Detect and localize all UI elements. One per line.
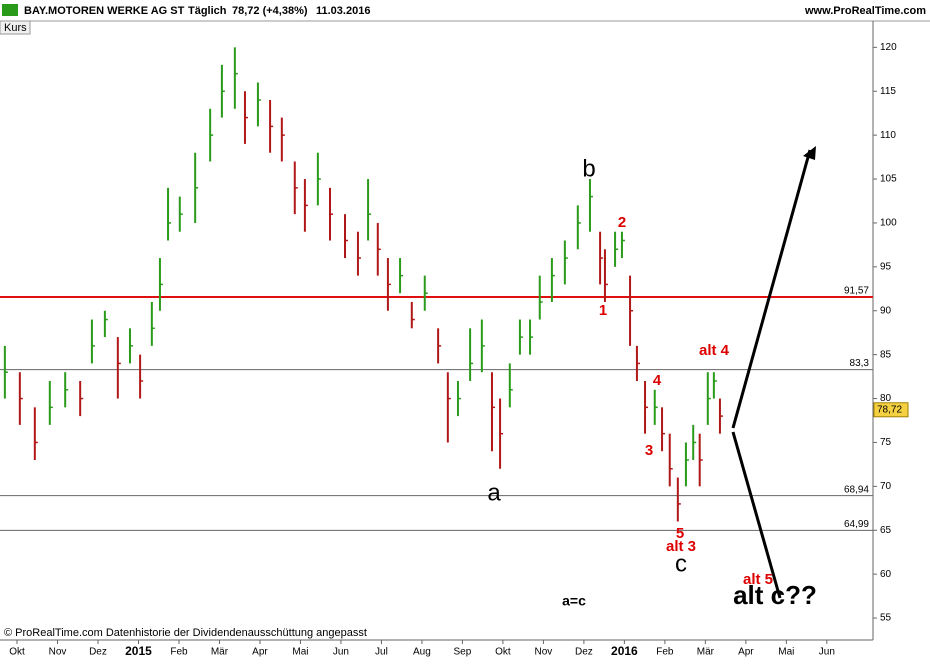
y-tick-label: 95 [880,261,892,272]
x-tick-label: Feb [170,647,188,658]
x-tick-label: Okt [9,647,25,658]
footer: © ProRealTime.com Datenhistorie der Divi… [4,627,367,639]
site: www.ProRealTime.com [804,5,926,17]
y-tick-label: 90 [880,305,892,316]
annotation: alt 5 [743,571,773,588]
x-tick-label: Jun [333,647,349,658]
x-tick-label: Nov [534,647,552,658]
logo [2,4,18,16]
annotation: alt 4 [699,342,730,359]
x-tick-label: Dez [575,647,593,658]
y-tick-label: 120 [880,42,897,53]
y-tick-label: 55 [880,613,892,624]
level-label: 83,3 [850,358,870,369]
last-price-label: 78,72 [877,404,902,415]
title: BAY.MOTOREN WERKE AG ST [24,5,185,17]
annotation: 4 [653,372,662,389]
x-tick-label: Nov [49,647,67,658]
y-tick-label: 100 [880,218,897,229]
interval: Täglich [188,5,227,17]
annotation: 2 [618,214,626,231]
y-tick-label: 75 [880,437,892,448]
y-tick-label: 105 [880,174,897,185]
annotation: alt 3 [666,538,696,555]
panel-tab [0,20,31,35]
annotation: a=c [562,593,586,609]
date: 11.03.2016 [316,5,370,17]
x-tick-label: Mär [211,647,229,658]
y-tick-label: 85 [880,349,892,360]
y-tick-label: 60 [880,569,892,580]
x-tick-label: Dez [89,647,107,658]
annotation: 5 [676,525,684,542]
y-tick-label: 65 [880,525,892,536]
x-tick-label: Mai [778,647,794,658]
x-tick-label: Mär [697,647,715,658]
x-tick-label: Apr [252,647,268,658]
level-label: 68,94 [844,484,869,495]
level-label: 64,99 [844,519,869,530]
x-tick-label: 2015 [125,644,152,658]
x-tick-label: Aug [413,647,431,658]
x-tick-label: Jun [819,647,835,658]
x-tick-label: Apr [738,647,754,658]
y-tick-label: 110 [880,130,896,141]
annotation: b [582,155,595,182]
arrow-up [731,149,812,429]
level-label: 91,57 [844,286,869,297]
annotation: alt c?? [733,580,817,610]
arrow-down [731,431,782,599]
y-tick-label: 70 [880,481,892,492]
y-tick-label: 115 [880,86,896,97]
x-tick-label: Feb [656,647,674,658]
x-tick-label: Okt [495,647,511,658]
annotation: c [675,550,687,577]
x-tick-label: Mai [292,647,308,658]
x-tick-label: 2016 [611,644,638,658]
annotation: 3 [645,442,653,459]
annotation: 1 [599,302,607,319]
y-tick-label: 80 [880,393,892,404]
annotation: a [487,479,501,506]
quote: 78,72 (+4,38%) [232,5,308,17]
last-price-box [873,402,909,418]
x-tick-label: Sep [454,647,472,658]
arrow-head [803,146,816,160]
x-tick-label: Jul [375,647,388,658]
panel-label: Kurs [4,22,27,34]
